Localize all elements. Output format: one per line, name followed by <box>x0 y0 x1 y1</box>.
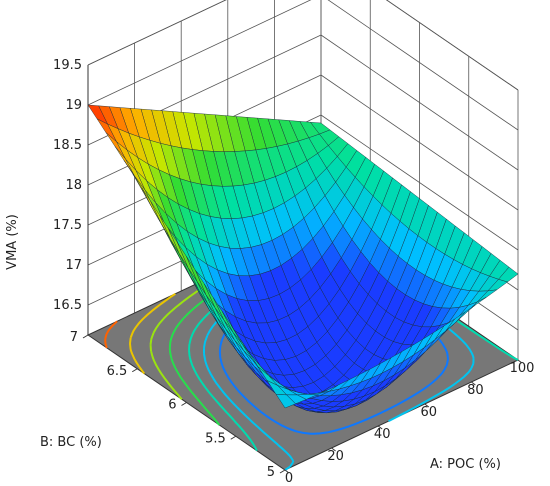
x-axis-label: A: POC (%) <box>430 457 501 472</box>
x-tick-label: 20 <box>327 449 344 464</box>
x-tick-mark <box>284 469 290 474</box>
y-tick-label: 5 <box>267 465 275 480</box>
z-tick-label: 19.5 <box>53 58 82 73</box>
y-tick-label: 5.5 <box>205 431 226 446</box>
chart-frame <box>87 0 519 335</box>
x-tick-label: 80 <box>467 383 484 398</box>
y-tick-mark <box>82 334 89 339</box>
x-tick-mark <box>377 425 383 430</box>
x-tick-mark <box>424 403 430 408</box>
y-tick-mark <box>279 469 286 474</box>
y-tick-label: 6 <box>168 398 176 413</box>
x-tick-label: 0 <box>285 471 293 486</box>
y-tick-label: 7 <box>70 330 78 345</box>
y-tick-mark <box>131 368 138 373</box>
z-axis-label: VMA (%) <box>5 214 20 270</box>
y-tick-label: 6.5 <box>107 364 128 379</box>
y-tick-mark <box>181 402 187 406</box>
tick-labels: 16.5 17 17.5 18 18.5 19 19.5 0 20 40 60 80 100 5 5.5 6 6… <box>53 58 534 486</box>
z-tick-label: 19 <box>65 98 82 113</box>
y-axis-label: B: BC (%) <box>40 435 102 450</box>
x-tick-label: 60 <box>421 405 438 420</box>
x-tick-mark <box>331 447 336 452</box>
response-surface <box>87 104 519 414</box>
surface-cell <box>275 393 297 409</box>
top-edge <box>87 0 227 66</box>
contour-line <box>104 320 118 349</box>
y-tick-mark <box>230 435 237 440</box>
wall-gridline <box>87 0 312 106</box>
x-tick-label: 100 <box>510 361 535 376</box>
z-tick-label: 16.5 <box>53 298 82 313</box>
x-tick-mark <box>471 381 476 386</box>
z-tick-label: 18.5 <box>53 138 82 153</box>
z-tick-label: 17.5 <box>53 218 82 233</box>
x-tick-label: 40 <box>374 427 391 442</box>
x-tick-mark <box>517 359 523 364</box>
top-edge <box>385 0 519 91</box>
z-tick-label: 18 <box>65 178 82 193</box>
z-tick-label: 17 <box>65 258 82 273</box>
contour-line <box>129 292 176 375</box>
